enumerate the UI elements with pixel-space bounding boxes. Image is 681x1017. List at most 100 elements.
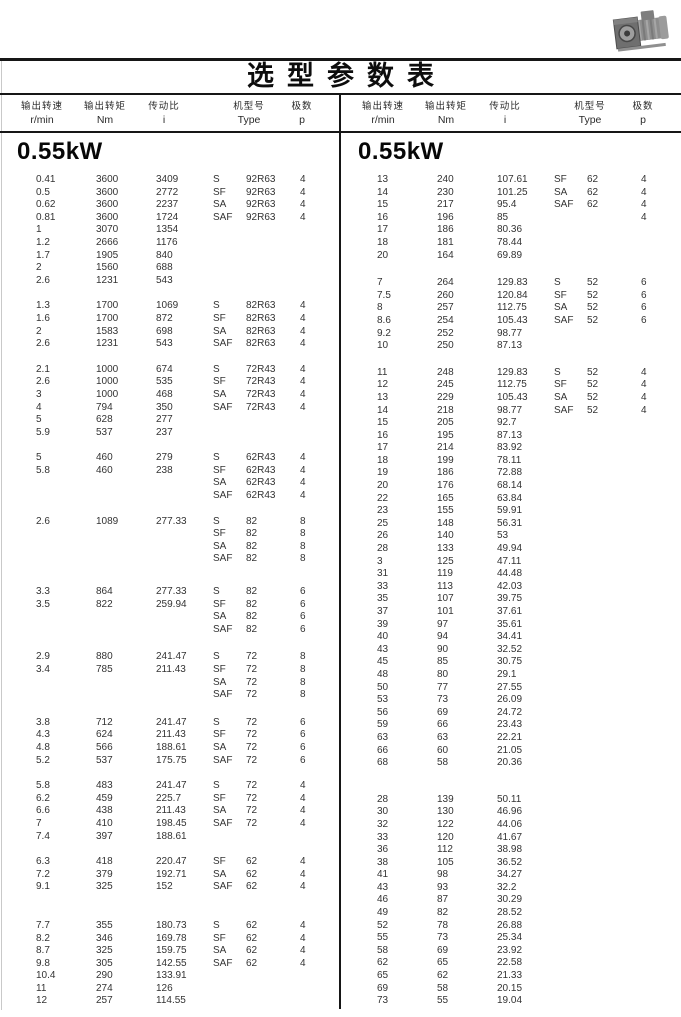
table-row: 3.3 864 277.33 S 82 6 bbox=[0, 586, 340, 599]
table-row: 26 140 53 bbox=[341, 530, 681, 543]
cell-output-speed: 66 bbox=[377, 744, 389, 756]
table-row: 32 122 44.06 bbox=[341, 819, 681, 832]
table-row: 68 58 20.36 bbox=[341, 757, 681, 770]
cell-output-torque: 119 bbox=[437, 568, 453, 580]
cell-ratio: 279 bbox=[156, 452, 173, 464]
cell-output-torque: 257 bbox=[437, 302, 454, 314]
table-row: 28 133 49.94 bbox=[341, 543, 681, 556]
cell-output-speed: 5.8 bbox=[36, 464, 50, 476]
cell-poles: 4 bbox=[300, 174, 306, 185]
table-row: 65 62 21.33 bbox=[341, 970, 681, 983]
table-row: 2 1560 688 bbox=[0, 262, 340, 275]
cell-ratio: 180.73 bbox=[156, 919, 187, 931]
table-row: 3 125 47.11 bbox=[341, 556, 681, 569]
cell-poles: 8 bbox=[300, 664, 306, 675]
cell-poles: 4 bbox=[641, 199, 647, 211]
cell-output-speed: 55 bbox=[377, 932, 389, 944]
row-group: 2.1 1000 674 S 72R43 4 2.6 1000 535 SF 72R43 4 3 1000… bbox=[0, 364, 340, 440]
page-edge-line bbox=[1, 60, 2, 1010]
cell-type-prefix: SA bbox=[213, 611, 227, 623]
table-row: 33 113 42.03 bbox=[341, 581, 681, 594]
cell-type-size: 52 bbox=[587, 379, 599, 391]
cell-output-torque: 69 bbox=[437, 706, 449, 718]
cell-ratio: 188.61 bbox=[156, 830, 187, 842]
cell-type-prefix: SAF bbox=[213, 689, 233, 701]
cell-type-size: 62R43 bbox=[246, 452, 276, 464]
cell-output-speed: 73 bbox=[377, 995, 389, 1007]
row-group: 13 240 107.61 SF 62 4 14 230 101.25 SA 62 4 15 217 95.… bbox=[341, 174, 681, 262]
table-row: 28 139 50.11 bbox=[341, 794, 681, 807]
cell-output-torque: 214 bbox=[437, 442, 454, 454]
cell-ratio: 21.05 bbox=[497, 744, 523, 756]
table-row: SA 62R43 4 bbox=[0, 477, 340, 490]
cell-type-prefix: SAF bbox=[213, 817, 233, 829]
cell-output-speed: 41 bbox=[377, 869, 389, 881]
cell-type-size: 72 bbox=[246, 754, 258, 766]
cell-output-speed: 15 bbox=[377, 417, 389, 429]
cell-output-torque: 164 bbox=[437, 249, 454, 261]
table-row: 1.7 1905 840 bbox=[0, 250, 340, 263]
table-row: 10 250 87.13 bbox=[341, 340, 681, 353]
cell-output-torque: 93 bbox=[437, 881, 449, 893]
cell-type-size: 82 bbox=[246, 598, 258, 610]
cell-type-size: 62 bbox=[587, 174, 599, 185]
cell-output-speed: 28 bbox=[377, 793, 389, 805]
table-row: 62 65 22.58 bbox=[341, 957, 681, 970]
cell-ratio: 36.52 bbox=[497, 856, 523, 868]
cell-output-torque: 58 bbox=[437, 982, 449, 994]
header-output-torque: 输出转矩 Nm bbox=[424, 101, 467, 126]
table-row: 43 93 32.2 bbox=[341, 882, 681, 895]
cell-output-speed: 3.8 bbox=[36, 716, 50, 728]
cell-ratio: 1724 bbox=[156, 211, 179, 223]
cell-ratio: 543 bbox=[156, 274, 173, 286]
cell-ratio: 56.31 bbox=[497, 517, 523, 529]
table-row: 9.8 305 142.55 SAF 62 4 bbox=[0, 958, 340, 971]
cell-output-speed: 50 bbox=[377, 681, 389, 693]
table-row: 8.7 325 159.75 SA 62 4 bbox=[0, 945, 340, 958]
cell-type-size: 52 bbox=[587, 404, 599, 416]
table-row: SA 82 8 bbox=[0, 541, 340, 554]
cell-output-speed: 12 bbox=[377, 379, 389, 391]
cell-poles: 4 bbox=[300, 376, 306, 388]
table-row: 19 186 72.88 bbox=[341, 467, 681, 480]
cell-output-speed: 5 bbox=[36, 414, 42, 426]
cell-output-speed: 17 bbox=[377, 442, 389, 454]
table-row: 7 264 129.83 S 52 6 bbox=[341, 277, 681, 290]
cell-type-size: 52 bbox=[587, 302, 599, 314]
cell-ratio: 129.83 bbox=[497, 277, 528, 289]
cell-output-speed: 1.6 bbox=[36, 312, 50, 324]
cell-output-speed: 22 bbox=[377, 492, 389, 504]
cell-type-size: 72 bbox=[246, 689, 258, 701]
table-row: 8.2 346 169.78 SF 62 4 bbox=[0, 933, 340, 946]
table-row: 15 205 92.7 bbox=[341, 417, 681, 430]
table-row: 69 58 20.15 bbox=[341, 983, 681, 996]
table-row: 30 130 46.96 bbox=[341, 806, 681, 819]
cell-type-size: 52 bbox=[587, 277, 599, 289]
cell-output-speed: 3 bbox=[377, 555, 383, 567]
cell-poles: 4 bbox=[300, 868, 306, 880]
cell-ratio: 78.11 bbox=[497, 454, 522, 466]
cell-type-size: 92R63 bbox=[246, 186, 276, 198]
cell-output-torque: 1231 bbox=[96, 338, 119, 350]
table-row: 37 101 37.61 bbox=[341, 606, 681, 619]
cell-type-size: 52 bbox=[587, 314, 599, 326]
cell-output-speed: 40 bbox=[377, 631, 389, 643]
cell-output-torque: 120 bbox=[437, 831, 454, 843]
cell-output-speed: 5.8 bbox=[36, 780, 50, 792]
cell-type-size: 52 bbox=[587, 289, 599, 301]
cell-output-torque: 130 bbox=[437, 806, 454, 818]
table-row: 49 82 28.52 bbox=[341, 907, 681, 920]
cell-output-torque: 712 bbox=[96, 716, 113, 728]
cell-output-speed: 16 bbox=[377, 429, 389, 441]
table-row: 0.41 3600 3409 S 92R63 4 bbox=[0, 174, 340, 187]
cell-type-prefix: SF bbox=[554, 289, 567, 301]
cell-output-torque: 785 bbox=[96, 664, 113, 675]
cell-output-torque: 3600 bbox=[96, 199, 119, 211]
cell-poles: 6 bbox=[300, 741, 306, 753]
cell-ratio: 1069 bbox=[156, 300, 179, 312]
cell-output-torque: 66 bbox=[437, 719, 449, 731]
table-row: SAF 62R43 4 bbox=[0, 490, 340, 503]
header-type: 机型号 Type bbox=[574, 101, 606, 126]
cell-ratio: 22.58 bbox=[497, 957, 523, 969]
cell-output-speed: 20 bbox=[377, 480, 389, 492]
